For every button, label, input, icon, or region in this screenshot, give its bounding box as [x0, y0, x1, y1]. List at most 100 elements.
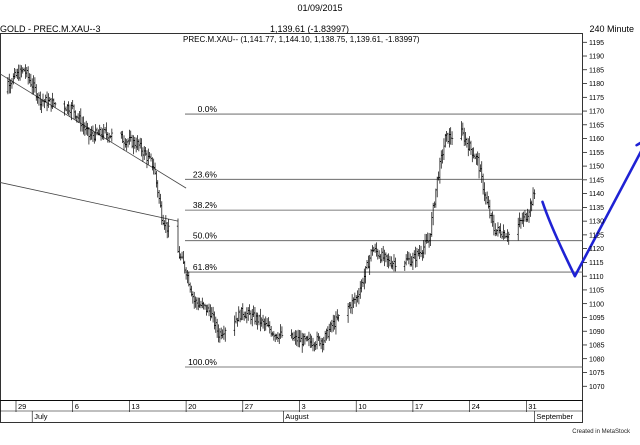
price-bar	[464, 132, 467, 146]
price-bar	[365, 260, 369, 270]
price-bar	[206, 304, 209, 313]
price-bar	[445, 131, 448, 142]
y-tick-label: 1100	[589, 301, 604, 308]
y-tick-label: 1105	[589, 288, 604, 295]
price-bar	[205, 304, 208, 316]
price-bar	[529, 198, 532, 217]
price-bar	[461, 122, 465, 136]
price-bar	[521, 212, 524, 225]
price-bar	[377, 250, 381, 259]
price-bar	[157, 190, 161, 204]
price-bar	[91, 125, 95, 142]
price-bar	[39, 91, 42, 111]
y-tick-label: 1195	[589, 40, 604, 47]
price-bar	[422, 240, 425, 259]
price-bar	[279, 324, 282, 339]
price-bar	[148, 152, 151, 159]
x-tick-label: 27	[245, 402, 253, 411]
price-bar	[53, 101, 57, 108]
price-bar	[128, 129, 131, 145]
projection-arrow-path	[541, 150, 640, 278]
price-bar	[257, 314, 261, 326]
price-bar	[218, 328, 222, 343]
price-bar	[475, 153, 478, 165]
price-bar	[411, 252, 415, 271]
y-tick-label: 1120	[589, 246, 604, 253]
price-bar	[383, 249, 386, 267]
price-bar	[221, 329, 224, 339]
price-bar	[263, 318, 266, 332]
price-bar	[256, 312, 259, 330]
price-bar	[296, 329, 300, 348]
price-bar	[469, 140, 473, 155]
price-bar	[202, 301, 205, 310]
trendline	[0, 182, 179, 222]
price-bar	[492, 214, 496, 236]
price-bar	[449, 127, 452, 145]
price-bar	[151, 157, 154, 171]
price-bar	[182, 251, 185, 264]
price-bar	[382, 245, 385, 262]
price-bar	[414, 246, 417, 268]
price-bar	[522, 211, 525, 227]
month-label: August	[285, 412, 309, 421]
price-bar	[247, 307, 250, 321]
price-bar	[8, 73, 11, 94]
price-bar	[210, 307, 213, 319]
y-tick-label: 1115	[589, 260, 604, 267]
price-bar	[503, 230, 506, 239]
price-bar	[506, 229, 509, 242]
price-bar	[484, 192, 487, 205]
price-bar	[380, 247, 384, 263]
price-bar	[83, 122, 87, 136]
price-bar	[302, 333, 305, 347]
y-tick-label: 1125	[589, 232, 604, 239]
price-bar	[85, 120, 88, 135]
price-bar	[379, 254, 382, 264]
price-bar	[194, 296, 197, 308]
price-bar	[207, 303, 211, 317]
price-bar	[426, 232, 429, 244]
price-bar	[249, 310, 253, 325]
price-bar	[136, 135, 139, 150]
price-bar	[386, 254, 389, 268]
price-bar	[101, 128, 104, 140]
price-bar	[79, 108, 82, 132]
price-bar	[442, 138, 446, 160]
price-bar	[384, 252, 388, 263]
price-bar	[291, 332, 294, 341]
price-bar	[166, 222, 169, 239]
y-tick-label: 1090	[589, 329, 605, 336]
price-bar	[500, 231, 504, 239]
price-bar	[156, 180, 159, 198]
price-bar	[531, 187, 535, 206]
chart-symbol: GOLD - PREC.M.XAU--3	[0, 24, 101, 34]
price-bar	[86, 122, 89, 136]
price-bar	[64, 106, 68, 112]
price-bar	[180, 251, 184, 260]
price-bar	[183, 260, 186, 274]
price-bar	[337, 314, 340, 322]
price-bar	[444, 133, 447, 148]
price-bar	[45, 91, 49, 112]
price-bar	[10, 77, 14, 89]
price-bar	[372, 246, 375, 253]
price-bar	[403, 260, 406, 271]
fib-level-label: 23.6%	[193, 169, 218, 179]
last-price: 1,139.61 (-1.83997)	[270, 24, 350, 34]
chart-interval: 240 Minute	[589, 24, 634, 34]
price-bar	[415, 247, 419, 268]
price-bar	[14, 68, 18, 78]
price-bar	[295, 330, 298, 347]
price-bar	[35, 84, 38, 101]
price-bar	[357, 288, 361, 305]
credit-label: Created in MetaStock	[572, 429, 630, 435]
price-bar	[199, 300, 203, 309]
price-bar	[274, 333, 277, 343]
price-bar	[523, 210, 527, 222]
x-tick-label: 24	[472, 402, 480, 411]
price-bar	[441, 149, 444, 164]
price-bar	[87, 127, 91, 145]
y-tick-label: 1170	[589, 109, 604, 116]
